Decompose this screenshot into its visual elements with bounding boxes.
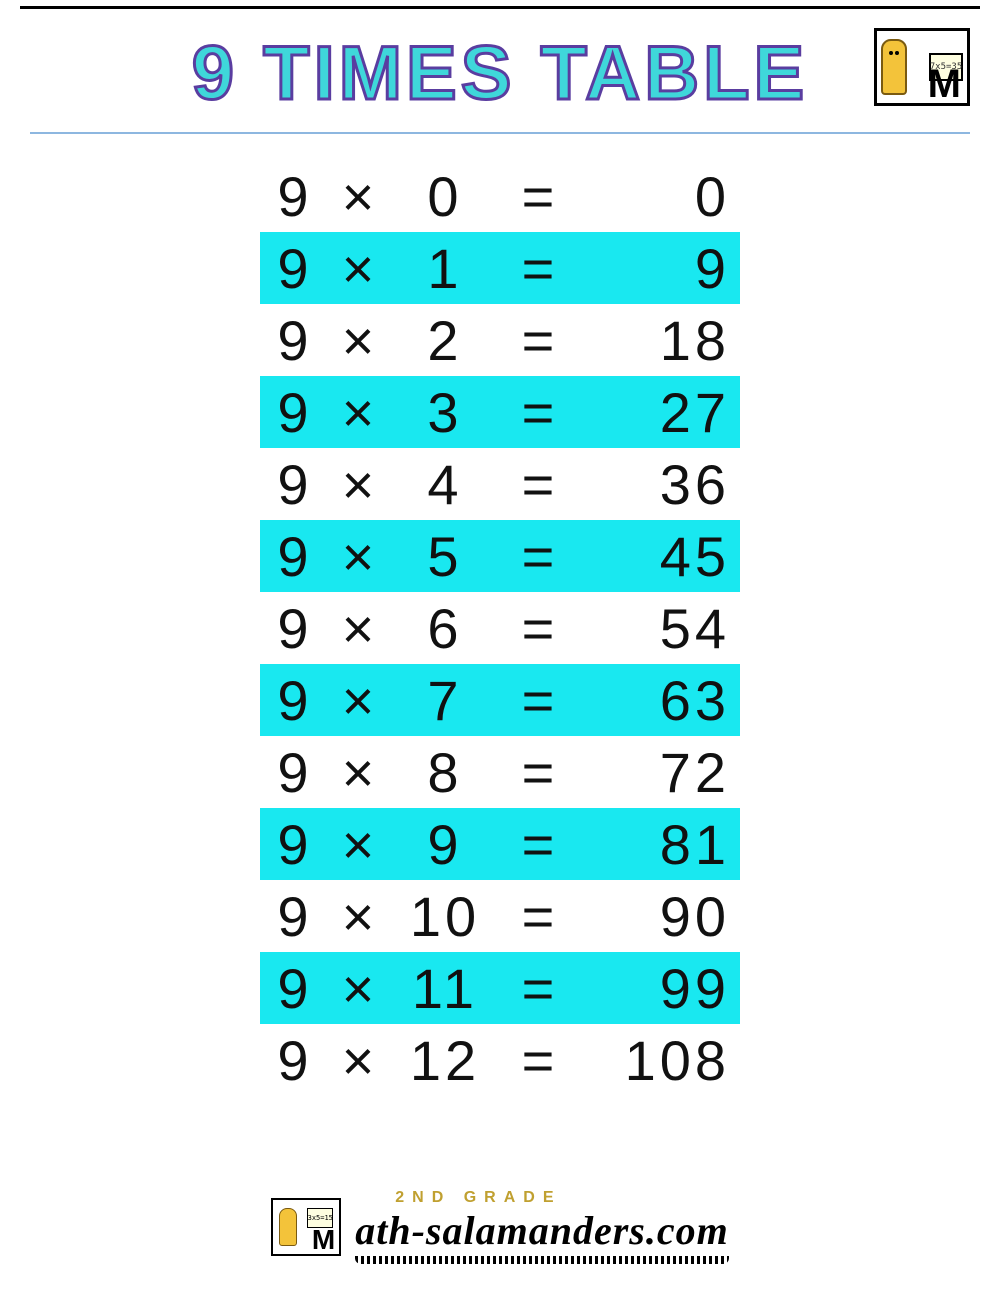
multiplier: 9 bbox=[390, 812, 500, 877]
footer-underline bbox=[355, 1256, 728, 1264]
table-row: 9×6=54 bbox=[260, 592, 740, 664]
brand-logo: 7x5=35 M bbox=[874, 28, 970, 106]
times-symbol: × bbox=[330, 452, 390, 517]
equals-symbol: = bbox=[500, 956, 580, 1021]
times-symbol: × bbox=[330, 596, 390, 661]
top-rule bbox=[20, 6, 980, 9]
result: 63 bbox=[580, 668, 740, 733]
base-number: 9 bbox=[260, 380, 330, 445]
footer-grade: 2ND GRADE bbox=[395, 1189, 561, 1207]
equals-symbol: = bbox=[500, 524, 580, 589]
footer-logo: 3x5=15 M bbox=[271, 1198, 341, 1256]
table-row: 9×11=99 bbox=[260, 952, 740, 1024]
times-symbol: × bbox=[330, 956, 390, 1021]
table-row: 9×8=72 bbox=[260, 736, 740, 808]
times-symbol: × bbox=[330, 668, 390, 733]
table-row: 9×0=0 bbox=[260, 160, 740, 232]
result: 99 bbox=[580, 956, 740, 1021]
equals-symbol: = bbox=[500, 380, 580, 445]
base-number: 9 bbox=[260, 236, 330, 301]
base-number: 9 bbox=[260, 524, 330, 589]
multiplier: 2 bbox=[390, 308, 500, 373]
result: 18 bbox=[580, 308, 740, 373]
table-row: 9×3=27 bbox=[260, 376, 740, 448]
page-title: 9 TIMES TABLE bbox=[0, 30, 1000, 117]
header-underline bbox=[30, 132, 970, 134]
result: 45 bbox=[580, 524, 740, 589]
multiplier: 11 bbox=[390, 956, 500, 1021]
equals-symbol: = bbox=[500, 308, 580, 373]
footer: 3x5=15 M 2ND GRADE ath-salamanders.com bbox=[0, 1189, 1000, 1264]
times-table-container: 9×0=09×1=99×2=189×3=279×4=369×5=459×6=54… bbox=[0, 160, 1000, 1096]
base-number: 9 bbox=[260, 1028, 330, 1093]
footer-site: ath-salamanders.com bbox=[355, 1207, 728, 1254]
times-symbol: × bbox=[330, 1028, 390, 1093]
base-number: 9 bbox=[260, 164, 330, 229]
base-number: 9 bbox=[260, 884, 330, 949]
multiplier: 6 bbox=[390, 596, 500, 661]
equals-symbol: = bbox=[500, 740, 580, 805]
result: 72 bbox=[580, 740, 740, 805]
base-number: 9 bbox=[260, 740, 330, 805]
equals-symbol: = bbox=[500, 236, 580, 301]
logo-letter-m: M bbox=[928, 62, 961, 107]
times-symbol: × bbox=[330, 164, 390, 229]
times-table: 9×0=09×1=99×2=189×3=279×4=369×5=459×6=54… bbox=[260, 160, 740, 1096]
multiplier: 7 bbox=[390, 668, 500, 733]
base-number: 9 bbox=[260, 452, 330, 517]
base-number: 9 bbox=[260, 812, 330, 877]
result: 81 bbox=[580, 812, 740, 877]
table-row: 9×2=18 bbox=[260, 304, 740, 376]
times-symbol: × bbox=[330, 884, 390, 949]
multiplier: 12 bbox=[390, 1028, 500, 1093]
header: 9 TIMES TABLE bbox=[0, 30, 1000, 117]
base-number: 9 bbox=[260, 596, 330, 661]
times-symbol: × bbox=[330, 740, 390, 805]
result: 36 bbox=[580, 452, 740, 517]
equals-symbol: = bbox=[500, 164, 580, 229]
result: 90 bbox=[580, 884, 740, 949]
salamander-icon bbox=[881, 39, 907, 95]
table-row: 9×12=108 bbox=[260, 1024, 740, 1096]
equals-symbol: = bbox=[500, 668, 580, 733]
result: 27 bbox=[580, 380, 740, 445]
equals-symbol: = bbox=[500, 884, 580, 949]
multiplier: 3 bbox=[390, 380, 500, 445]
multiplier: 10 bbox=[390, 884, 500, 949]
table-row: 9×9=81 bbox=[260, 808, 740, 880]
result: 0 bbox=[580, 164, 740, 229]
result: 54 bbox=[580, 596, 740, 661]
multiplier: 0 bbox=[390, 164, 500, 229]
equals-symbol: = bbox=[500, 452, 580, 517]
table-row: 9×1=9 bbox=[260, 232, 740, 304]
result: 108 bbox=[580, 1028, 740, 1093]
multiplier: 4 bbox=[390, 452, 500, 517]
equals-symbol: = bbox=[500, 596, 580, 661]
equals-symbol: = bbox=[500, 1028, 580, 1093]
logo-letter-m: M bbox=[312, 1224, 335, 1256]
times-symbol: × bbox=[330, 308, 390, 373]
base-number: 9 bbox=[260, 956, 330, 1021]
salamander-icon bbox=[279, 1208, 297, 1246]
result: 9 bbox=[580, 236, 740, 301]
times-symbol: × bbox=[330, 812, 390, 877]
table-row: 9×7=63 bbox=[260, 664, 740, 736]
times-symbol: × bbox=[330, 524, 390, 589]
footer-text: 2ND GRADE ath-salamanders.com bbox=[355, 1189, 728, 1264]
table-row: 9×10=90 bbox=[260, 880, 740, 952]
times-symbol: × bbox=[330, 380, 390, 445]
table-row: 9×4=36 bbox=[260, 448, 740, 520]
multiplier: 5 bbox=[390, 524, 500, 589]
equals-symbol: = bbox=[500, 812, 580, 877]
base-number: 9 bbox=[260, 308, 330, 373]
multiplier: 8 bbox=[390, 740, 500, 805]
base-number: 9 bbox=[260, 668, 330, 733]
table-row: 9×5=45 bbox=[260, 520, 740, 592]
times-symbol: × bbox=[330, 236, 390, 301]
multiplier: 1 bbox=[390, 236, 500, 301]
